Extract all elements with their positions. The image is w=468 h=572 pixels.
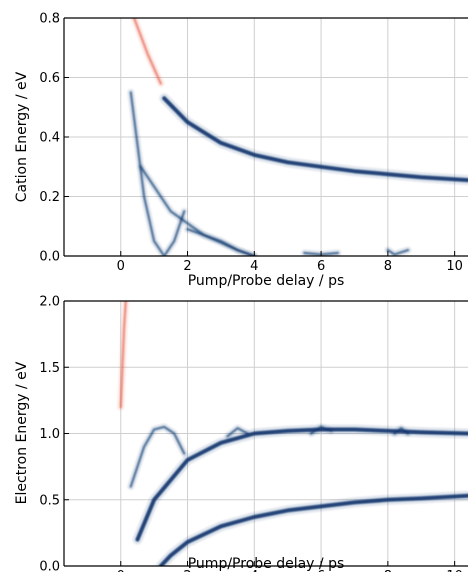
x-tick-label: 4 bbox=[250, 569, 258, 572]
negative-signal-feature bbox=[309, 425, 333, 435]
negative-signal-feature bbox=[129, 91, 186, 256]
x-tick-label: 10 bbox=[446, 259, 463, 274]
y-tick-label: 0.2 bbox=[39, 190, 60, 205]
x-tick-label: 6 bbox=[317, 569, 325, 572]
cation-energy-panel: 0 2 4 6 8 10 0.0 0.2 0.4 0.6 0.8 Pump/Probe delay … bbox=[14, 12, 468, 289]
y-tick-label: 0.8 bbox=[39, 12, 60, 27]
x-tick-label: 6 bbox=[317, 259, 325, 274]
negative-signal-feature bbox=[393, 427, 410, 435]
axes-frame bbox=[63, 300, 468, 567]
x-tick-label: 8 bbox=[384, 259, 392, 274]
y-axis-label: Electron Energy / eV bbox=[14, 361, 30, 504]
positive-signal-feature bbox=[132, 18, 163, 85]
x-axis-label: Pump/Probe delay / ps bbox=[188, 556, 345, 572]
electron-energy-panel: 0 2 4 6 8 10 0.0 0.5 1.0 1.5 2.0 Pump/Probe delay … bbox=[14, 295, 468, 572]
x-tick-label: 10 bbox=[446, 569, 463, 572]
y-tick-label: 0.5 bbox=[39, 493, 60, 508]
y-tick-label: 0.0 bbox=[39, 560, 60, 572]
y-tick-label: 1.0 bbox=[39, 427, 60, 442]
grid bbox=[64, 17, 468, 257]
negative-signal-feature bbox=[226, 427, 249, 438]
negative-signal-feature bbox=[162, 96, 468, 183]
positive-signal-feature bbox=[119, 301, 128, 409]
y-tick-label: 2.0 bbox=[39, 295, 60, 310]
x-tick-label: 0 bbox=[117, 259, 125, 274]
y-tick-label: 0.6 bbox=[39, 71, 60, 86]
x-tick-label: 4 bbox=[250, 259, 258, 274]
x-tick-label: 2 bbox=[183, 259, 191, 274]
x-tick-label: 0 bbox=[117, 569, 125, 572]
data-features bbox=[127, 18, 468, 256]
data-features bbox=[117, 301, 468, 566]
negative-signal-feature bbox=[158, 493, 468, 566]
x-tick-label: 8 bbox=[384, 569, 392, 572]
tick-labels: 0 2 4 6 8 10 0.0 0.2 0.4 0.6 0.8 bbox=[39, 12, 463, 275]
x-tick-label: 2 bbox=[183, 569, 191, 572]
y-tick-label: 1.5 bbox=[39, 361, 60, 376]
y-axis-label: Cation Energy / eV bbox=[14, 71, 30, 202]
negative-signal-feature bbox=[386, 248, 410, 256]
axes-frame bbox=[63, 17, 468, 257]
negative-signal-feature bbox=[186, 227, 256, 256]
negative-signal-feature bbox=[129, 425, 186, 488]
tick-labels: 0 2 4 6 8 10 0.0 0.5 1.0 1.5 2.0 bbox=[39, 295, 463, 572]
x-axis-label: Pump/Probe delay / ps bbox=[188, 273, 345, 289]
y-tick-label: 0.0 bbox=[39, 250, 60, 265]
y-tick-label: 0.4 bbox=[39, 131, 60, 146]
